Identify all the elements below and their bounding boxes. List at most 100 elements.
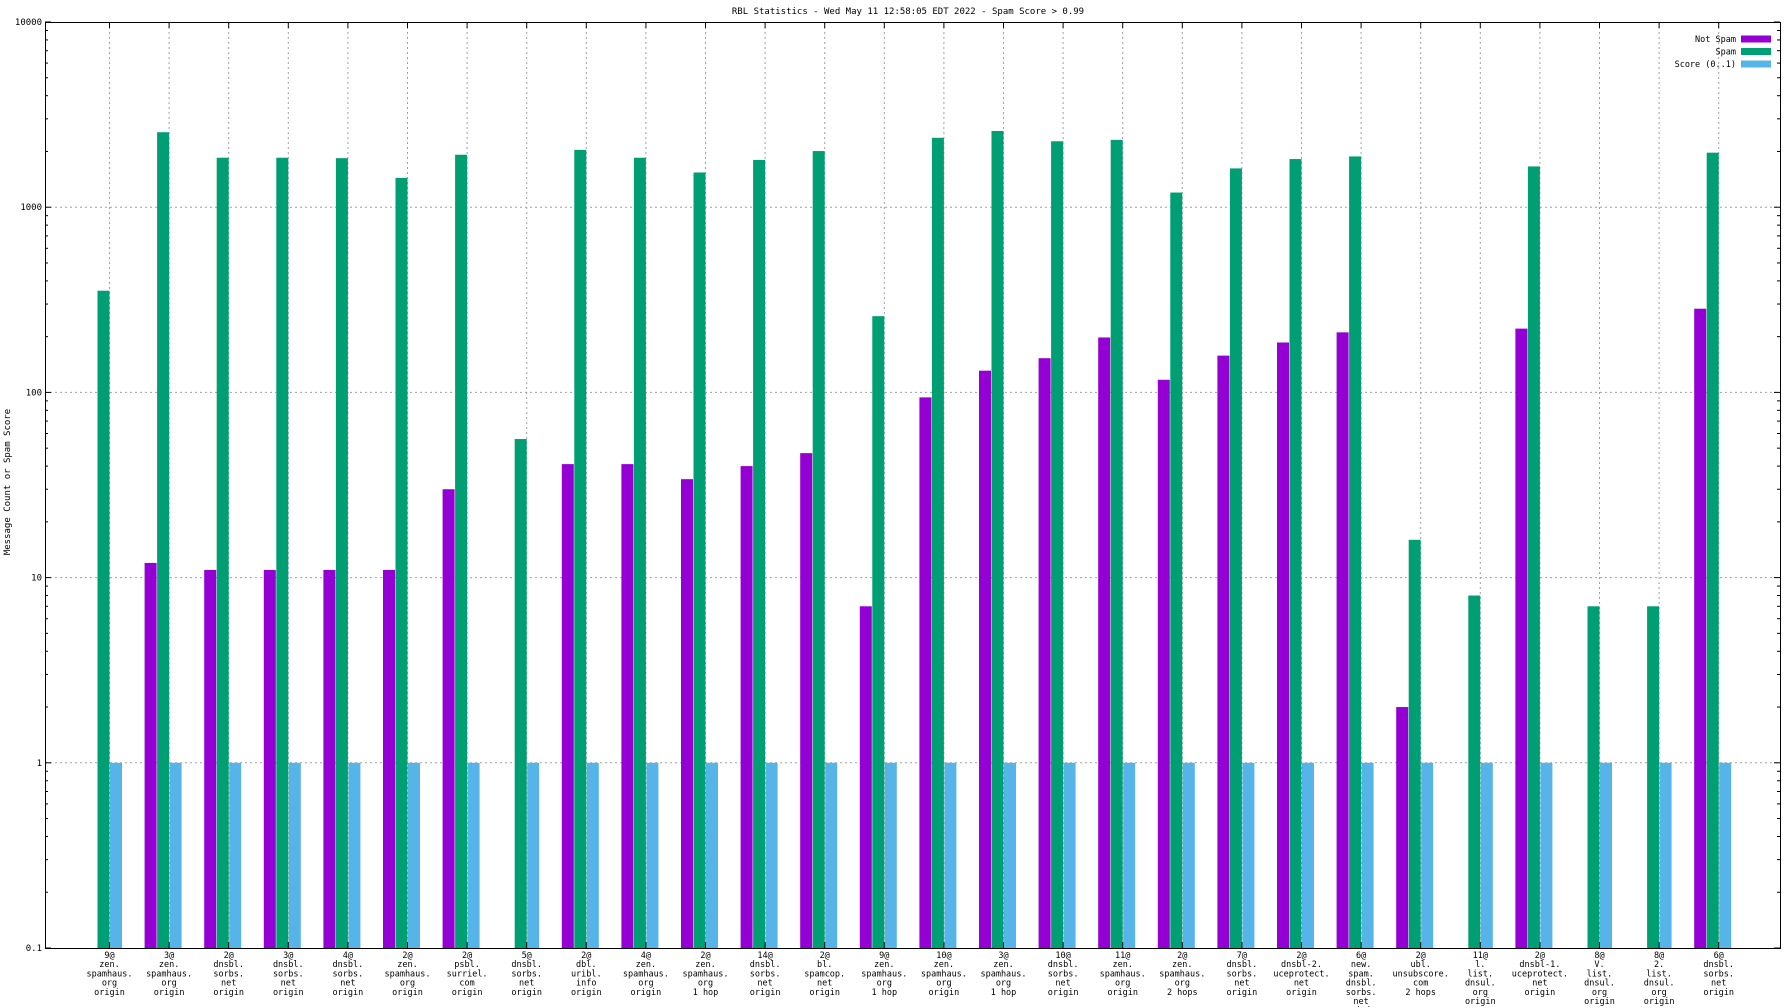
bar-spam: [991, 130, 1004, 949]
x-category-label-line: 4@: [641, 951, 651, 961]
x-category-label-line: org: [638, 979, 653, 989]
bar-score-0-1: [1719, 762, 1732, 948]
y-tick-label: 0.1: [26, 944, 42, 954]
x-category-label-line: list.: [1646, 969, 1672, 979]
x-category-label-line: origin: [571, 988, 602, 998]
x-category-label-line: net: [281, 979, 296, 989]
x-category-label-line: 6@: [1356, 951, 1366, 961]
y-tick-label: 1: [37, 759, 42, 769]
x-category-label: 8@ 2. list. dnsul. org origin: [1644, 951, 1675, 1007]
legend: Not Spam Spam Score (0..1): [1675, 35, 1771, 70]
x-category-label-line: 1 hop: [991, 988, 1017, 998]
bars: [97, 130, 1732, 949]
x-category-label-line: list.: [1587, 969, 1613, 979]
x-category-label-line: zen.: [993, 960, 1013, 970]
x-category-label-line: dnsbl-2.: [1281, 960, 1322, 970]
legend-swatch: [1741, 35, 1771, 43]
x-category-label-line: 2.: [1654, 960, 1664, 970]
x-category-label-line: origin: [929, 988, 960, 998]
bar-spam: [276, 157, 289, 949]
x-category-label-line: 9@: [104, 951, 114, 961]
bar-score-0-1: [1361, 762, 1374, 948]
x-category-label-line: dnsbl-1.: [1519, 960, 1560, 970]
bar-spam: [1408, 539, 1421, 948]
x-category-label-line: dnsbl.: [273, 960, 304, 970]
x-category-label-line: net: [817, 979, 832, 989]
x-category-label-line: 14@: [757, 951, 772, 961]
x-category-label-line: com: [459, 979, 474, 989]
x-category-label-line: 11@: [1115, 951, 1130, 961]
x-category-label: 2@ zen. spamhaus. org 1 hop: [682, 951, 728, 998]
legend-label: Score (0..1): [1675, 60, 1736, 70]
bar-score-0-1: [169, 762, 182, 948]
x-category-label-line: org: [936, 979, 951, 989]
x-category-label-line: 2@: [700, 951, 710, 961]
bar-score-0-1: [1659, 762, 1672, 948]
x-category-label: 7@ dnsbl. sorbs. net origin: [1227, 951, 1258, 998]
x-category-label-line: spamhaus.: [146, 969, 192, 979]
bar-score-0-1: [1421, 762, 1434, 948]
x-category-label-line: sorbs.: [750, 969, 781, 979]
x-category-label-line: origin: [1286, 988, 1317, 998]
x-category-label-line: zen.: [874, 960, 894, 970]
x-category-label-line: org: [1651, 988, 1666, 998]
bar-not-spam: [144, 562, 157, 948]
x-category-label-line: new.: [1351, 960, 1371, 970]
x-category-label: 2@ dnsbl-1. uceprotect. net origin: [1512, 951, 1568, 998]
x-category-label-line: spamhaus.: [86, 969, 132, 979]
bar-spam: [693, 172, 706, 948]
x-category-label-line: origin: [1525, 988, 1556, 998]
x-category-label: 14@ dnsbl. sorbs. net origin: [750, 951, 781, 998]
bar-score-0-1: [467, 762, 480, 948]
bar-score-0-1: [586, 762, 599, 948]
x-category-label-line: org: [1115, 979, 1130, 989]
bar-spam: [514, 439, 527, 948]
x-category-label-line: org: [996, 979, 1011, 989]
x-category-label-line: net: [1234, 979, 1249, 989]
x-category-label-line: dnsbl.: [511, 960, 542, 970]
x-category-label-line: zen.: [1172, 960, 1192, 970]
x-category-label-line: 2 hops: [1405, 988, 1436, 998]
bar-not-spam: [1396, 707, 1409, 948]
x-category-label-line: sorbs.: [511, 969, 542, 979]
y-tick-label: 100: [26, 388, 42, 398]
x-category-label-line: 11@: [1473, 951, 1488, 961]
bar-score-0-1: [1480, 762, 1493, 948]
bar-spam: [157, 132, 170, 948]
bar-spam: [812, 151, 825, 948]
bar-not-spam: [621, 464, 634, 948]
x-category-label-line: origin: [511, 988, 542, 998]
x-category-label-line: net: [340, 979, 355, 989]
bar-not-spam: [204, 569, 217, 948]
x-category-label-line: 4@: [343, 951, 353, 961]
x-category-label: 11@ zen. spamhaus. org origin: [1100, 951, 1146, 998]
x-category-label-line: 10@: [936, 951, 951, 961]
x-category-label-line: origin: [273, 988, 304, 998]
x-category-label-line: 8@: [1594, 951, 1604, 961]
x-category-label-line: info: [576, 979, 596, 989]
x-category-label-line: net: [1055, 979, 1070, 989]
x-category-label: 10@ zen. spamhaus. org origin: [921, 951, 967, 998]
bar-score-0-1: [646, 762, 659, 948]
x-category-label-line: 9@: [879, 951, 889, 961]
x-category-label-line: dnsbl.: [213, 960, 244, 970]
x-category-label-line: net: [1532, 979, 1547, 989]
x-category-label-line: net: [1711, 979, 1726, 989]
legend-label: Spam: [1716, 48, 1736, 58]
x-category-label-line: dnsbl.: [333, 960, 364, 970]
y-tick-label: 10000: [15, 18, 42, 28]
x-category-label-line: dnsul.: [1644, 979, 1675, 989]
x-category-label-line: spamhaus.: [921, 969, 967, 979]
x-category-label-line: sorbs.: [333, 969, 364, 979]
bar-not-spam: [859, 606, 872, 948]
x-category-label-line: 2@: [820, 951, 830, 961]
bar-score-0-1: [1004, 762, 1016, 948]
x-category-label-line: zen.: [1112, 960, 1132, 970]
x-category-label-line: sorbs.: [1227, 969, 1258, 979]
x-category-label-line: ubl.: [1410, 960, 1430, 970]
bar-not-spam: [442, 489, 455, 948]
x-category-label-line: dnsbl.: [1048, 960, 1079, 970]
x-category-label: 2@ psbl. surriel. com origin: [447, 951, 488, 998]
